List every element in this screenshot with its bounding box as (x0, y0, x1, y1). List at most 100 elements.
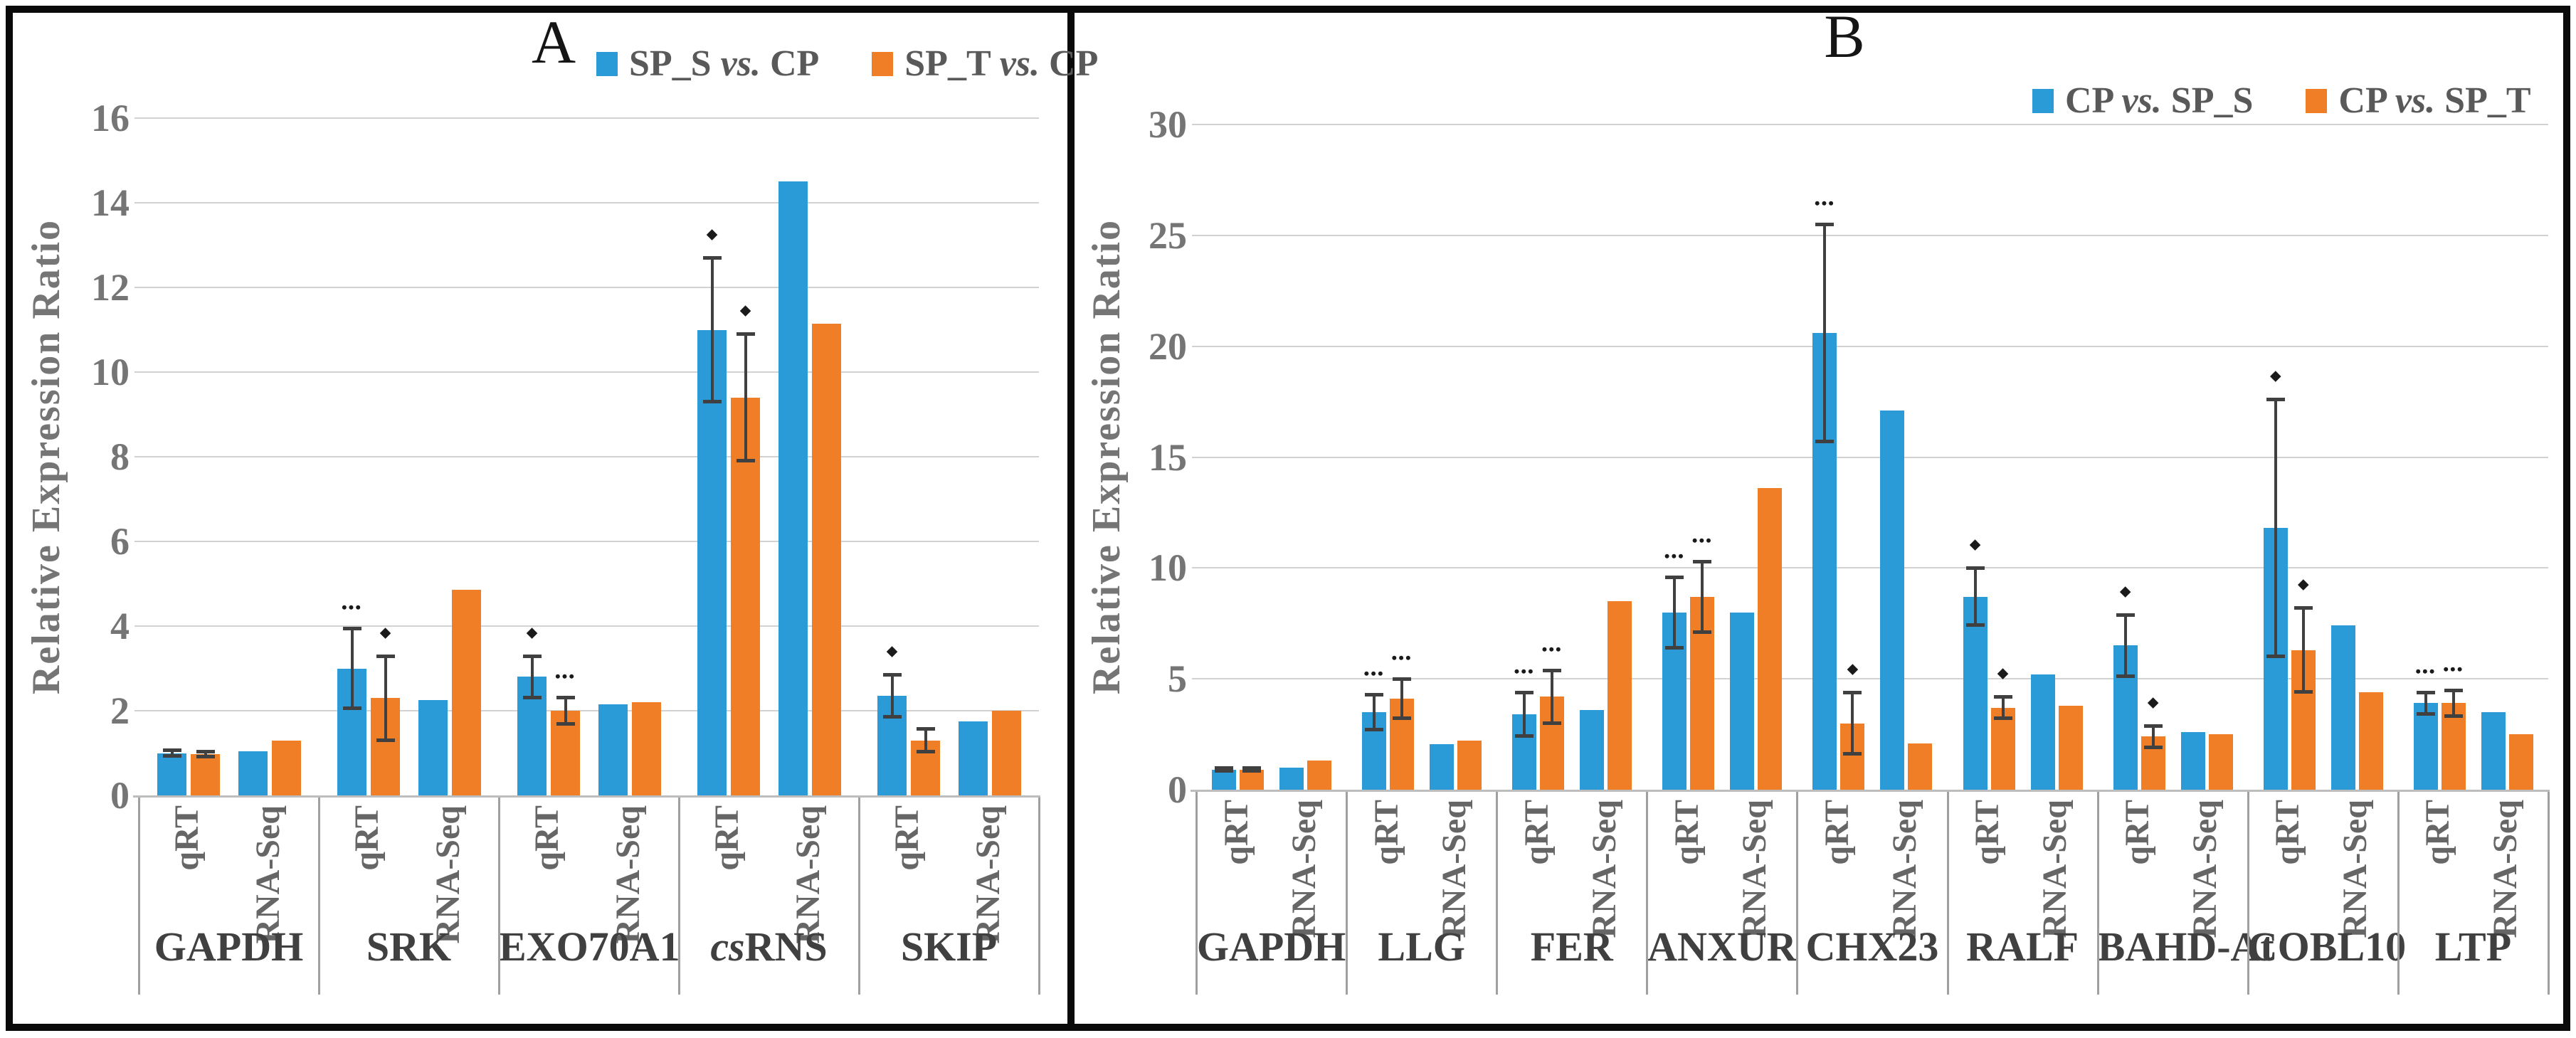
gene-label-llg: LLG (1378, 923, 1465, 970)
significance-marker-one: ◆ (740, 303, 751, 319)
gridline-y8 (134, 456, 1039, 457)
gridline-y15 (1192, 456, 2548, 458)
gene-label-ralf: RALF (1966, 923, 2079, 970)
legend-swatch-2 (872, 51, 894, 76)
bar-rns-rna-seq-series1 (778, 181, 808, 795)
error-bar-line (2001, 697, 2005, 719)
category-label-qrt: qRT (1217, 800, 1255, 865)
significance-marker-three: ••• (2415, 662, 2437, 680)
error-bar-cap-top (2143, 724, 2163, 728)
significance-marker-one: ◆ (2270, 369, 2281, 384)
y-axis-tick-8: 8 (110, 435, 130, 478)
error-bar-cap-bottom (1815, 439, 1835, 443)
category-label-rna-seq: RNA-Seq (1735, 800, 1773, 938)
bar-fer-rna-seq-series2 (1608, 601, 1632, 790)
error-bar-line (170, 750, 174, 756)
error-bar-cap-top (2293, 606, 2313, 610)
category-label-rna-seq: RNA-Seq (1885, 800, 1923, 938)
error-bar-cap-bottom (1365, 727, 1384, 731)
gridline-y4 (134, 625, 1039, 627)
gridline-y14 (134, 202, 1039, 203)
error-bar-cap-bottom (1515, 734, 1534, 738)
bar-ralf-qrt-series2 (1990, 707, 2015, 790)
legend-swatch-2 (2306, 88, 2328, 113)
error-bar-cap-top (882, 673, 902, 677)
error-bar-line (924, 728, 927, 753)
error-bar-line (2123, 614, 2127, 677)
legend-item-2: SP_T vs. CP (872, 43, 1098, 85)
error-bar-line (710, 258, 714, 402)
bar-gapdh-rna-seq-series1 (1279, 767, 1304, 790)
x-axis-line (133, 795, 1040, 798)
bar-gapdh-qrt-series1 (157, 753, 186, 795)
bar-exo70a1-rna-seq-series2 (632, 702, 661, 795)
gene-label-rns: csRNS (710, 923, 828, 970)
group-separator (858, 798, 860, 995)
group-separator (1646, 792, 1649, 995)
error-bar-cap-bottom (1393, 716, 1412, 721)
gene-label-anxur: ANXUR (1647, 923, 1797, 970)
gene-label-cobl10: COBL10 (2247, 923, 2407, 970)
error-bar-cap-bottom (2444, 714, 2463, 719)
bar-ralf-qrt-series1 (1963, 596, 1988, 790)
bar-chx23-rna-seq-series1 (1880, 411, 1905, 790)
error-bar-cap-top (342, 626, 361, 630)
bar-exo70a1-rna-seq-series1 (598, 704, 628, 795)
error-bar-cap-bottom (522, 696, 542, 700)
significance-marker-one: ◆ (887, 644, 897, 660)
y-axis-tick-16: 16 (91, 97, 130, 139)
bar-bahd-at-rna-seq-series1 (2180, 731, 2205, 790)
category-label-rna-seq: RNA-Seq (1585, 800, 1623, 938)
error-bar-line (1673, 576, 1677, 648)
significance-marker-three: ••• (1814, 194, 1835, 213)
y-axis-tick-10: 10 (1149, 546, 1187, 590)
error-bar-line (564, 697, 567, 725)
legend-label-1: CP vs. SP_S (2065, 80, 2254, 121)
bar-skip-rna-seq-series1 (959, 721, 988, 795)
group-separator (1946, 792, 1949, 995)
bar-bahd-at-rna-seq-series2 (2208, 734, 2233, 790)
error-bar-cap-bottom (2416, 712, 2435, 716)
error-bar-cap-top (196, 750, 215, 754)
error-bar-cap-top (162, 748, 181, 753)
error-bar-cap-top (916, 726, 935, 731)
group-separator (2247, 792, 2249, 995)
y-axis-tick-15: 15 (1149, 435, 1187, 479)
error-bar-line (1701, 561, 1704, 632)
gene-label-gapdh: GAPDH (154, 923, 304, 970)
group-separator (138, 798, 140, 995)
error-bar-cap-bottom (916, 750, 935, 754)
error-bar-cap-bottom (376, 738, 395, 742)
gridline-y30 (1192, 124, 2548, 125)
category-label-qrt: qRT (348, 805, 386, 871)
error-bar-cap-top (2266, 398, 2285, 402)
significance-marker-three: ••• (1363, 664, 1385, 682)
significance-marker-one: ◆ (380, 625, 391, 640)
y-axis-label: Relative Expression Ratio (24, 218, 68, 695)
error-bar-cap-top (376, 654, 395, 658)
error-bar-cap-bottom (2266, 655, 2285, 658)
gridline-y16 (134, 117, 1039, 119)
category-label-qrt: qRT (168, 805, 206, 871)
gridline-y6 (134, 541, 1039, 542)
category-label-qrt: qRT (2118, 800, 2157, 865)
error-bar-line (1400, 679, 1404, 719)
error-bar-cap-top (1393, 677, 1412, 682)
error-bar-cap-top (1815, 223, 1835, 227)
y-axis-label: Relative Expression Ratio (1084, 219, 1129, 695)
legend-label-2: CP vs. SP_T (2338, 80, 2531, 121)
error-bar-line (530, 655, 534, 699)
panel-title-b: B (1824, 2, 1865, 70)
error-bar-cap-bottom (162, 753, 181, 758)
category-label-qrt: qRT (1367, 800, 1405, 865)
group-separator (2548, 792, 2550, 995)
y-axis-tick-25: 25 (1149, 213, 1187, 257)
bar-ltp-qrt-series1 (2413, 703, 2438, 790)
y-axis-tick-10: 10 (91, 351, 130, 393)
error-bar-cap-bottom (702, 399, 722, 403)
category-label-rna-seq: RNA-Seq (2036, 800, 2074, 938)
error-bar-line (1523, 692, 1526, 737)
error-bar-line (890, 674, 894, 717)
x-axis-line (1191, 790, 2550, 792)
category-label-qrt: qRT (1667, 800, 1706, 865)
